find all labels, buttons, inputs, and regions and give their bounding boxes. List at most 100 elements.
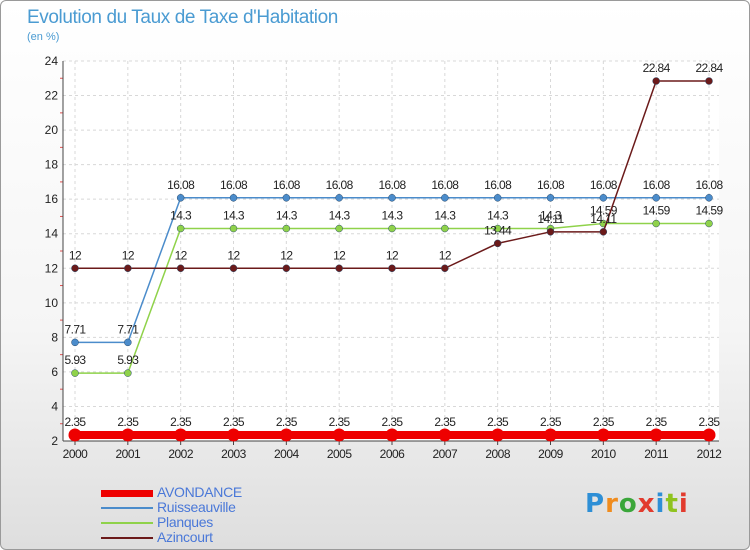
data-point [282, 194, 291, 202]
data-label: 2.35 [276, 415, 298, 429]
data-label: 16.08 [695, 178, 723, 192]
data-point [652, 219, 660, 228]
data-point [546, 194, 555, 202]
x-tick-label: 2011 [644, 447, 669, 461]
y-tick-label: 22 [45, 89, 59, 103]
legend-label: AVONDANCE [157, 484, 242, 500]
data-label: 7.71 [117, 322, 139, 336]
data-label: 12 [280, 248, 293, 262]
data-label: 2.35 [434, 415, 456, 429]
legend-label: Azincourt [157, 529, 213, 545]
y-tick-label: 12 [45, 261, 59, 275]
x-tick-label: 2007 [432, 447, 458, 461]
data-label: 22.84 [695, 61, 723, 75]
data-label: 16.08 [220, 178, 248, 192]
y-tick-label: 14 [45, 227, 59, 241]
data-point [599, 228, 608, 236]
logo-letter: P [585, 489, 606, 519]
data-point [652, 77, 660, 85]
x-tick-label: 2004 [274, 447, 300, 461]
y-tick-label: 2 [51, 434, 58, 448]
logo-letter: i [678, 489, 689, 519]
x-tick-label: 2009 [538, 447, 564, 461]
data-label: 12 [386, 248, 399, 262]
data-point [124, 264, 132, 273]
data-label: 5.93 [65, 353, 87, 367]
data-label: 12 [122, 248, 135, 262]
data-label: 2.35 [117, 415, 139, 429]
logo-letter: o [618, 489, 638, 519]
proxiti-logo: Proxiti [585, 489, 689, 519]
data-label: 16.08 [537, 178, 565, 192]
legend-swatch [101, 522, 153, 524]
x-tick-label: 2002 [168, 447, 194, 461]
data-point [335, 264, 343, 273]
data-label: 2.35 [329, 415, 351, 429]
data-label: 2.35 [65, 415, 87, 429]
data-label: 12 [227, 248, 240, 262]
logo-letter: x [637, 489, 656, 519]
logo-letter: i [655, 489, 666, 519]
data-point [385, 428, 399, 442]
x-tick-label: 2003 [221, 447, 247, 461]
logo-letter: r [605, 489, 619, 519]
data-point [441, 224, 449, 233]
y-tick-label: 6 [51, 365, 58, 379]
data-point [438, 428, 452, 442]
data-point [229, 194, 238, 202]
data-label: 2.35 [170, 415, 192, 429]
data-point [176, 224, 185, 233]
data-label: 16.08 [273, 178, 301, 192]
data-label: 7.71 [65, 322, 87, 336]
y-tick-label: 24 [45, 54, 59, 68]
data-point [227, 428, 240, 442]
data-label: 12 [175, 248, 188, 262]
data-label: 2.35 [382, 415, 404, 429]
data-point [599, 194, 608, 202]
y-tick-label: 20 [45, 123, 59, 137]
data-label: 16.08 [590, 178, 618, 192]
data-point [493, 239, 502, 248]
chart-title: Evolution du Taux de Taxe d'Habitation [27, 7, 338, 28]
data-point [652, 194, 660, 202]
data-point [493, 194, 502, 202]
chart-subtitle: (en %) [27, 31, 60, 43]
data-point [124, 338, 132, 347]
y-tick-label: 10 [45, 296, 59, 310]
data-point [596, 428, 610, 442]
legend-swatch [101, 489, 153, 497]
data-label: 14.59 [643, 204, 671, 218]
data-label: 14.3 [540, 209, 562, 223]
data-label: 14.11 [537, 212, 564, 226]
data-label: 16.08 [431, 178, 459, 192]
data-point [124, 369, 132, 377]
data-label: 14.3 [276, 209, 298, 223]
y-tick-label: 16 [45, 192, 59, 206]
x-tick-label: 2006 [380, 447, 406, 461]
data-label: 12 [333, 248, 346, 262]
data-label: 14.3 [170, 209, 192, 223]
data-point [335, 224, 343, 233]
data-point [705, 194, 713, 202]
data-point [388, 194, 396, 202]
logo-letter: t [665, 489, 679, 519]
data-label: 2.35 [593, 415, 615, 429]
data-point [491, 428, 505, 442]
data-label: 14.11 [590, 212, 617, 226]
data-point [229, 224, 238, 233]
data-point [705, 77, 713, 85]
data-point [388, 224, 396, 233]
data-label: 16.08 [167, 178, 195, 192]
data-point [121, 428, 135, 442]
data-point [176, 194, 185, 202]
data-label: 16.08 [326, 178, 354, 192]
data-point [71, 369, 79, 377]
y-tick-label: 4 [51, 399, 58, 413]
data-point [493, 224, 502, 233]
data-label: 2.35 [487, 415, 509, 429]
data-label: 16.08 [378, 178, 406, 192]
data-point [282, 264, 291, 273]
data-label: 14.3 [487, 209, 509, 223]
data-point [332, 428, 346, 442]
